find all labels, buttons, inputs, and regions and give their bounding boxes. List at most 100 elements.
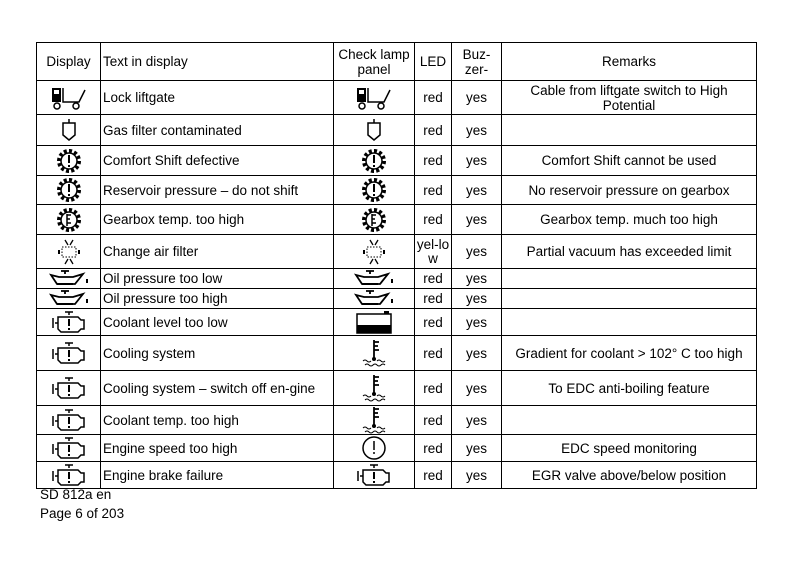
engine-warning-icon <box>39 408 98 432</box>
text-in-display-cell: Cooling system – switch off en-gine <box>100 370 334 406</box>
display-symbol-cell <box>36 145 101 176</box>
header-led: LED <box>414 42 452 81</box>
table-header-row: Display Text in display Check lamp panel… <box>36 42 757 81</box>
check-lamp-symbol-cell <box>333 405 415 435</box>
led-color-cell: yel-low <box>414 234 452 269</box>
gear-exclamation-icon <box>336 177 412 203</box>
table-row: Oil pressure too low red yes <box>36 268 757 289</box>
display-symbol-cell <box>36 308 101 336</box>
remarks-cell: Gearbox temp. much too high <box>501 204 757 235</box>
remarks-cell: No reservoir pressure on gearbox <box>501 175 757 205</box>
buzzer-cell: yes <box>451 145 502 176</box>
check-lamp-symbol-cell <box>333 370 415 406</box>
check-lamp-symbol-cell <box>333 80 415 115</box>
air-filter-icon <box>39 239 98 265</box>
led-color-cell: red <box>414 434 452 462</box>
led-color-cell: red <box>414 114 452 146</box>
truck-liftgate-icon <box>336 86 412 110</box>
text-in-display-cell: Gearbox temp. too high <box>100 204 334 235</box>
table-row: Coolant level too low red yes <box>36 308 757 336</box>
warning-lamp-table: Display Text in display Check lamp panel… <box>36 42 757 489</box>
buzzer-cell: yes <box>451 80 502 115</box>
led-color-cell: red <box>414 308 452 336</box>
display-symbol-cell <box>36 268 101 289</box>
display-symbol-cell <box>36 288 101 309</box>
gear-exclamation-icon <box>39 177 98 203</box>
check-lamp-symbol-cell <box>333 288 415 309</box>
table-row: Engine speed too high red yes EDC speed mon… <box>36 434 757 462</box>
table-row: Gearbox temp. too high red yes Gearbox temp… <box>36 204 757 235</box>
table-row: Comfort Shift defective red yes Comfort Shi… <box>36 145 757 176</box>
buzzer-cell: yes <box>451 288 502 309</box>
buzzer-cell: yes <box>451 335 502 371</box>
check-lamp-symbol-cell <box>333 175 415 205</box>
coolant-temperature-icon <box>336 339 412 367</box>
check-lamp-symbol-cell <box>333 114 415 146</box>
led-color-cell: red <box>414 80 452 115</box>
air-filter-icon <box>336 239 412 265</box>
display-symbol-cell <box>36 114 101 146</box>
text-in-display-cell: Oil pressure too low <box>100 268 334 289</box>
remarks-cell: EDC speed monitoring <box>501 434 757 462</box>
table-row: Oil pressure too high red yes <box>36 288 757 309</box>
led-color-cell: red <box>414 288 452 309</box>
remarks-cell: Cable from liftgate switch to High Poten… <box>501 80 757 115</box>
table-row: Reservoir pressure – do not shift red yes N… <box>36 175 757 205</box>
text-in-display-cell: Change air filter <box>100 234 334 269</box>
remarks-cell: To EDC anti-boiling feature <box>501 370 757 406</box>
table-row: Cooling system – switch off en-gine red ye… <box>36 370 757 406</box>
circle-exclamation-icon <box>336 435 412 461</box>
check-lamp-symbol-cell <box>333 145 415 176</box>
page-number: Page 6 of 203 <box>40 506 125 521</box>
gear-exclamation-icon <box>336 148 412 174</box>
coolant-tank-icon <box>336 310 412 334</box>
table-row: Coolant temp. too high red yes <box>36 405 757 435</box>
oil-can-icon <box>336 289 412 308</box>
remarks-cell: Gradient for coolant > 102° C too high <box>501 335 757 371</box>
led-color-cell: red <box>414 370 452 406</box>
check-lamp-symbol-cell <box>333 434 415 462</box>
display-symbol-cell <box>36 405 101 435</box>
led-color-cell: red <box>414 405 452 435</box>
led-color-cell: red <box>414 461 452 489</box>
buzzer-cell: yes <box>451 308 502 336</box>
display-symbol-cell <box>36 434 101 462</box>
text-in-display-cell: Gas filter contaminated <box>100 114 334 146</box>
gear-temperature-icon <box>336 207 412 233</box>
engine-warning-icon <box>39 376 98 400</box>
engine-warning-icon <box>39 436 98 460</box>
text-in-display-cell: Lock liftgate <box>100 80 334 115</box>
table-row: Engine brake failure red yes EGR valve abov… <box>36 461 757 489</box>
header-text-in-display: Text in display <box>100 42 334 81</box>
table-row: Gas filter contaminated red yes <box>36 114 757 146</box>
led-color-cell: red <box>414 335 452 371</box>
buzzer-cell: yes <box>451 405 502 435</box>
header-buzzer: Buz-zer- <box>451 42 502 81</box>
table-row: Cooling system red yes Gradient for coolant… <box>36 335 757 371</box>
display-symbol-cell <box>36 80 101 115</box>
remarks-cell <box>501 288 757 309</box>
table-row: Lock liftgate red yes Cable from liftgate s… <box>36 80 757 115</box>
gear-temperature-icon <box>39 207 98 233</box>
header-check-lamp-panel: Check lamp panel <box>333 42 415 81</box>
engine-warning-icon <box>336 463 412 487</box>
display-symbol-cell <box>36 175 101 205</box>
coolant-temperature-icon <box>336 374 412 402</box>
check-lamp-symbol-cell <box>333 335 415 371</box>
remarks-cell <box>501 268 757 289</box>
table-row: Change air filter yel-low yes Partial vacuu… <box>36 234 757 269</box>
remarks-cell: EGR valve above/below position <box>501 461 757 489</box>
remarks-cell: Partial vacuum has exceeded limit <box>501 234 757 269</box>
remarks-cell: Comfort Shift cannot be used <box>501 145 757 176</box>
engine-warning-icon <box>39 463 98 487</box>
document-id: SD 812a en <box>40 487 112 502</box>
text-in-display-cell: Engine speed too high <box>100 434 334 462</box>
led-color-cell: red <box>414 268 452 289</box>
check-lamp-symbol-cell <box>333 461 415 489</box>
display-symbol-cell <box>36 335 101 371</box>
oil-can-icon <box>39 269 98 288</box>
remarks-cell <box>501 114 757 146</box>
buzzer-cell: yes <box>451 434 502 462</box>
oil-can-icon <box>336 269 412 288</box>
buzzer-cell: yes <box>451 114 502 146</box>
